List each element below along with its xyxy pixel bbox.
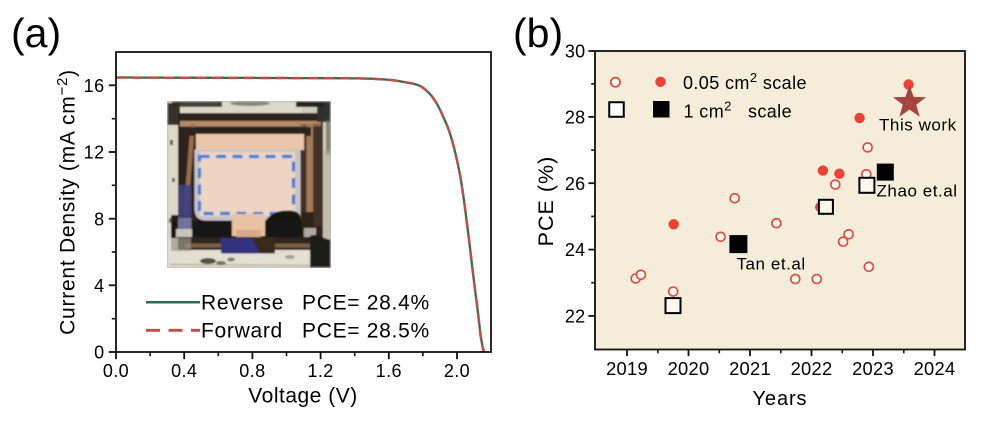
svg-text:0.0: 0.0 [103,361,129,381]
svg-text:24: 24 [565,240,586,260]
svg-text:PCE= 28.4%: PCE= 28.4% [302,292,430,315]
svg-text:2.0: 2.0 [444,361,470,381]
svg-text:Years: Years [753,388,808,410]
svg-text:1.6: 1.6 [376,361,402,381]
svg-text:26: 26 [565,174,586,194]
svg-text:0.4: 0.4 [171,361,197,381]
svg-text:Voltage (V): Voltage (V) [248,385,357,408]
svg-text:0: 0 [94,343,104,363]
svg-text:28: 28 [565,108,586,128]
svg-text:0.05 cm2 scale: 0.05 cm2 scale [683,70,807,93]
svg-text:30: 30 [565,42,586,62]
svg-text:16: 16 [84,76,105,96]
svg-text:2023: 2023 [852,358,894,379]
svg-text:2021: 2021 [729,358,771,379]
svg-text:PCE= 28.5%: PCE= 28.5% [302,320,430,343]
svg-text:Current Density (mA cm−2): Current Density (mA cm−2) [54,69,80,335]
svg-text:2020: 2020 [668,358,710,379]
svg-text:22: 22 [565,307,586,327]
svg-text:4: 4 [94,276,104,296]
svg-text:1 cm2 scale: 1 cm2 scale [684,98,792,121]
svg-text:Zhao et.al: Zhao et.al [877,182,958,201]
svg-text:Tan et.al: Tan et.al [737,255,806,274]
svg-text:Reverse: Reverse [201,292,284,315]
svg-text:This work: This work [879,116,957,135]
svg-text:0.8: 0.8 [239,361,265,381]
svg-text:2019: 2019 [606,358,648,379]
svg-text:2022: 2022 [791,358,833,379]
svg-text:Forward: Forward [201,320,283,343]
svg-text:8: 8 [94,209,104,229]
svg-text:(a): (a) [11,10,61,56]
svg-text:1.2: 1.2 [307,361,333,381]
svg-text:PCE (%): PCE (%) [534,156,558,247]
svg-text:12: 12 [84,143,105,163]
svg-text:(b): (b) [513,10,563,56]
svg-text:2024: 2024 [914,358,956,379]
